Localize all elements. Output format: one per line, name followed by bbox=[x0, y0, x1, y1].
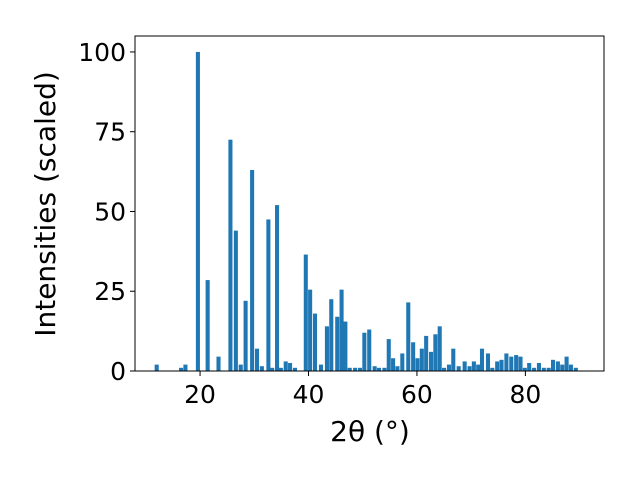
bar bbox=[329, 299, 334, 371]
bar bbox=[541, 367, 546, 371]
bar bbox=[312, 313, 318, 371]
bar bbox=[183, 364, 188, 371]
bar bbox=[250, 170, 255, 371]
bar bbox=[154, 364, 159, 371]
bar bbox=[391, 358, 396, 371]
bar bbox=[485, 353, 491, 371]
x-tick-label: 40 bbox=[293, 380, 325, 409]
x-tick-label: 80 bbox=[509, 380, 541, 409]
bar bbox=[362, 332, 367, 371]
bar bbox=[509, 356, 514, 371]
bar bbox=[471, 361, 476, 371]
bar bbox=[456, 366, 461, 371]
bar bbox=[233, 230, 238, 371]
bar bbox=[357, 367, 363, 371]
bar bbox=[278, 367, 283, 371]
y-tick-label: 75 bbox=[94, 118, 126, 147]
y-tick-label: 25 bbox=[94, 277, 126, 306]
bar bbox=[415, 358, 420, 371]
bar bbox=[490, 367, 495, 371]
x-tick-label: 60 bbox=[401, 380, 433, 409]
bar bbox=[318, 364, 324, 371]
bar bbox=[560, 364, 565, 371]
bar bbox=[536, 363, 541, 371]
bar bbox=[353, 367, 358, 371]
y-tick-label: 50 bbox=[94, 197, 126, 226]
bar bbox=[179, 367, 184, 371]
bar bbox=[386, 339, 391, 371]
bar bbox=[400, 353, 405, 371]
bar bbox=[205, 280, 210, 371]
bar bbox=[308, 289, 313, 371]
bar bbox=[228, 139, 233, 371]
bar bbox=[259, 366, 264, 371]
bar bbox=[433, 334, 438, 371]
bar bbox=[419, 348, 424, 371]
plot-frame bbox=[134, 35, 605, 372]
bar bbox=[451, 348, 456, 371]
bar bbox=[568, 364, 573, 371]
bar bbox=[532, 367, 537, 371]
bar bbox=[339, 289, 344, 371]
bar bbox=[514, 355, 519, 371]
bar bbox=[324, 326, 329, 371]
bar bbox=[243, 300, 248, 371]
bar bbox=[442, 367, 447, 371]
bar bbox=[372, 366, 377, 371]
bar bbox=[395, 366, 400, 371]
bar bbox=[504, 353, 509, 371]
x-axis-ticks: 20 40 60 80 bbox=[184, 371, 541, 409]
bar bbox=[376, 367, 382, 371]
bar bbox=[411, 342, 416, 371]
bar bbox=[347, 367, 352, 371]
bar bbox=[551, 359, 556, 371]
bar bbox=[518, 356, 523, 371]
bar bbox=[335, 316, 340, 371]
bar bbox=[270, 367, 275, 371]
bar bbox=[216, 356, 221, 371]
y-axis-label: Intensities (scaled) bbox=[29, 71, 62, 337]
bar bbox=[467, 366, 472, 371]
y-axis-ticks: 0 25 50 75 100 bbox=[78, 38, 135, 386]
bar bbox=[573, 367, 578, 371]
bar bbox=[292, 367, 297, 371]
y-tick-label: 100 bbox=[78, 38, 126, 67]
bar bbox=[424, 335, 429, 371]
bar bbox=[527, 363, 532, 371]
bar bbox=[303, 254, 308, 371]
bar bbox=[446, 364, 451, 371]
bar bbox=[343, 321, 348, 371]
bar bbox=[429, 351, 434, 371]
bar bbox=[254, 348, 260, 371]
bar bbox=[564, 356, 569, 371]
bar bbox=[462, 361, 467, 371]
bar bbox=[499, 359, 504, 371]
bar bbox=[495, 361, 500, 371]
bar bbox=[288, 363, 293, 371]
bar-series bbox=[154, 51, 578, 371]
bar bbox=[283, 361, 288, 371]
bar bbox=[266, 219, 271, 371]
bar bbox=[275, 205, 280, 371]
bar bbox=[546, 367, 551, 371]
bar bbox=[476, 364, 481, 371]
bar bbox=[555, 361, 560, 371]
bar bbox=[406, 302, 411, 371]
bar bbox=[367, 329, 372, 371]
bar bbox=[437, 326, 442, 371]
bar bbox=[238, 364, 243, 371]
bar bbox=[479, 348, 485, 371]
bar bbox=[522, 367, 527, 371]
x-tick-label: 20 bbox=[184, 380, 216, 409]
bar bbox=[382, 367, 387, 371]
x-axis-label: 2θ (°) bbox=[330, 415, 410, 448]
y-tick-label: 0 bbox=[110, 357, 126, 386]
bar bbox=[195, 51, 200, 371]
